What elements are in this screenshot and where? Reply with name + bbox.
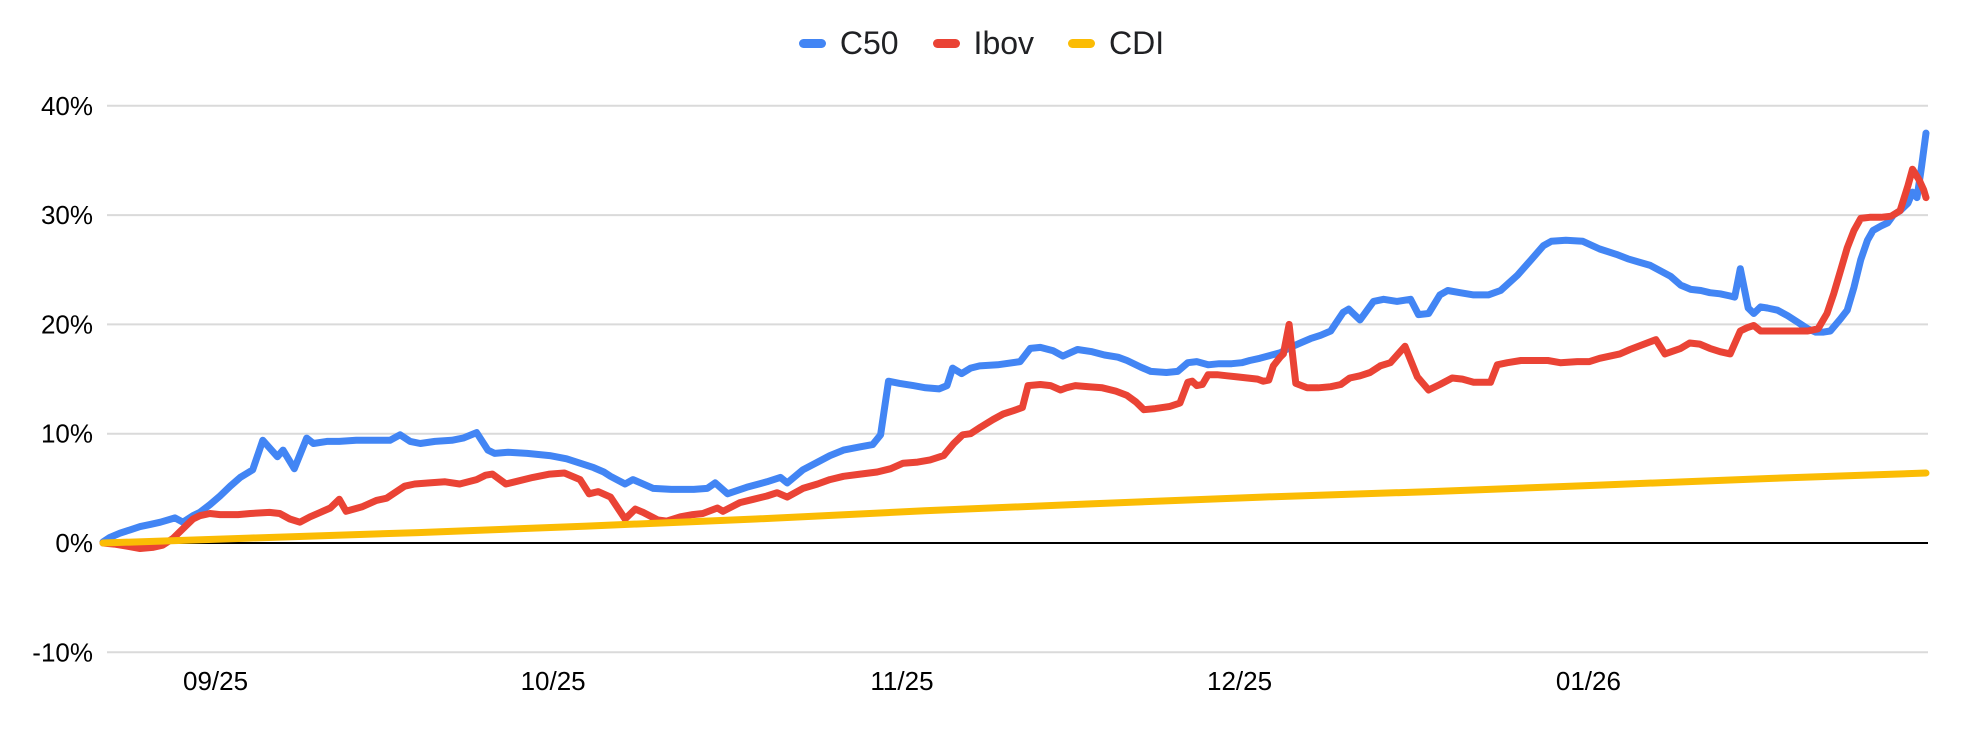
x-tick-label: 01/26 <box>1556 666 1621 696</box>
legend-label-c50: C50 <box>839 25 899 61</box>
legend-item-c50: C50 <box>798 25 899 61</box>
series-line-cdi <box>99 469 1930 547</box>
y-tick-label: 0% <box>55 528 93 558</box>
x-tick-label: 11/25 <box>870 666 933 696</box>
x-tick-label: 10/25 <box>521 666 586 696</box>
x-tick-label: 12/25 <box>1207 666 1272 696</box>
y-tick-label: 10% <box>41 419 93 449</box>
legend-label-ibov: Ibov <box>973 25 1035 61</box>
series-line-c50 <box>99 129 1930 546</box>
legend-item-cdi: CDI <box>1068 27 1164 59</box>
series-line-ibov <box>99 165 1930 552</box>
y-tick-label: -10% <box>32 637 93 667</box>
y-tick-label: 40% <box>41 91 93 121</box>
legend-swatch-cdi-icon <box>1068 38 1096 48</box>
legend-swatch-c50-icon <box>798 38 826 48</box>
legend-swatch-ibov-icon <box>932 38 960 48</box>
chart-legend: C50 Ibov CDI <box>0 27 1963 59</box>
x-tick-label: 09/25 <box>183 666 248 696</box>
legend-label-cdi: CDI <box>1109 25 1165 61</box>
y-tick-label: 30% <box>41 200 93 230</box>
legend-item-ibov: Ibov <box>932 25 1035 61</box>
y-tick-label: 20% <box>41 309 93 339</box>
